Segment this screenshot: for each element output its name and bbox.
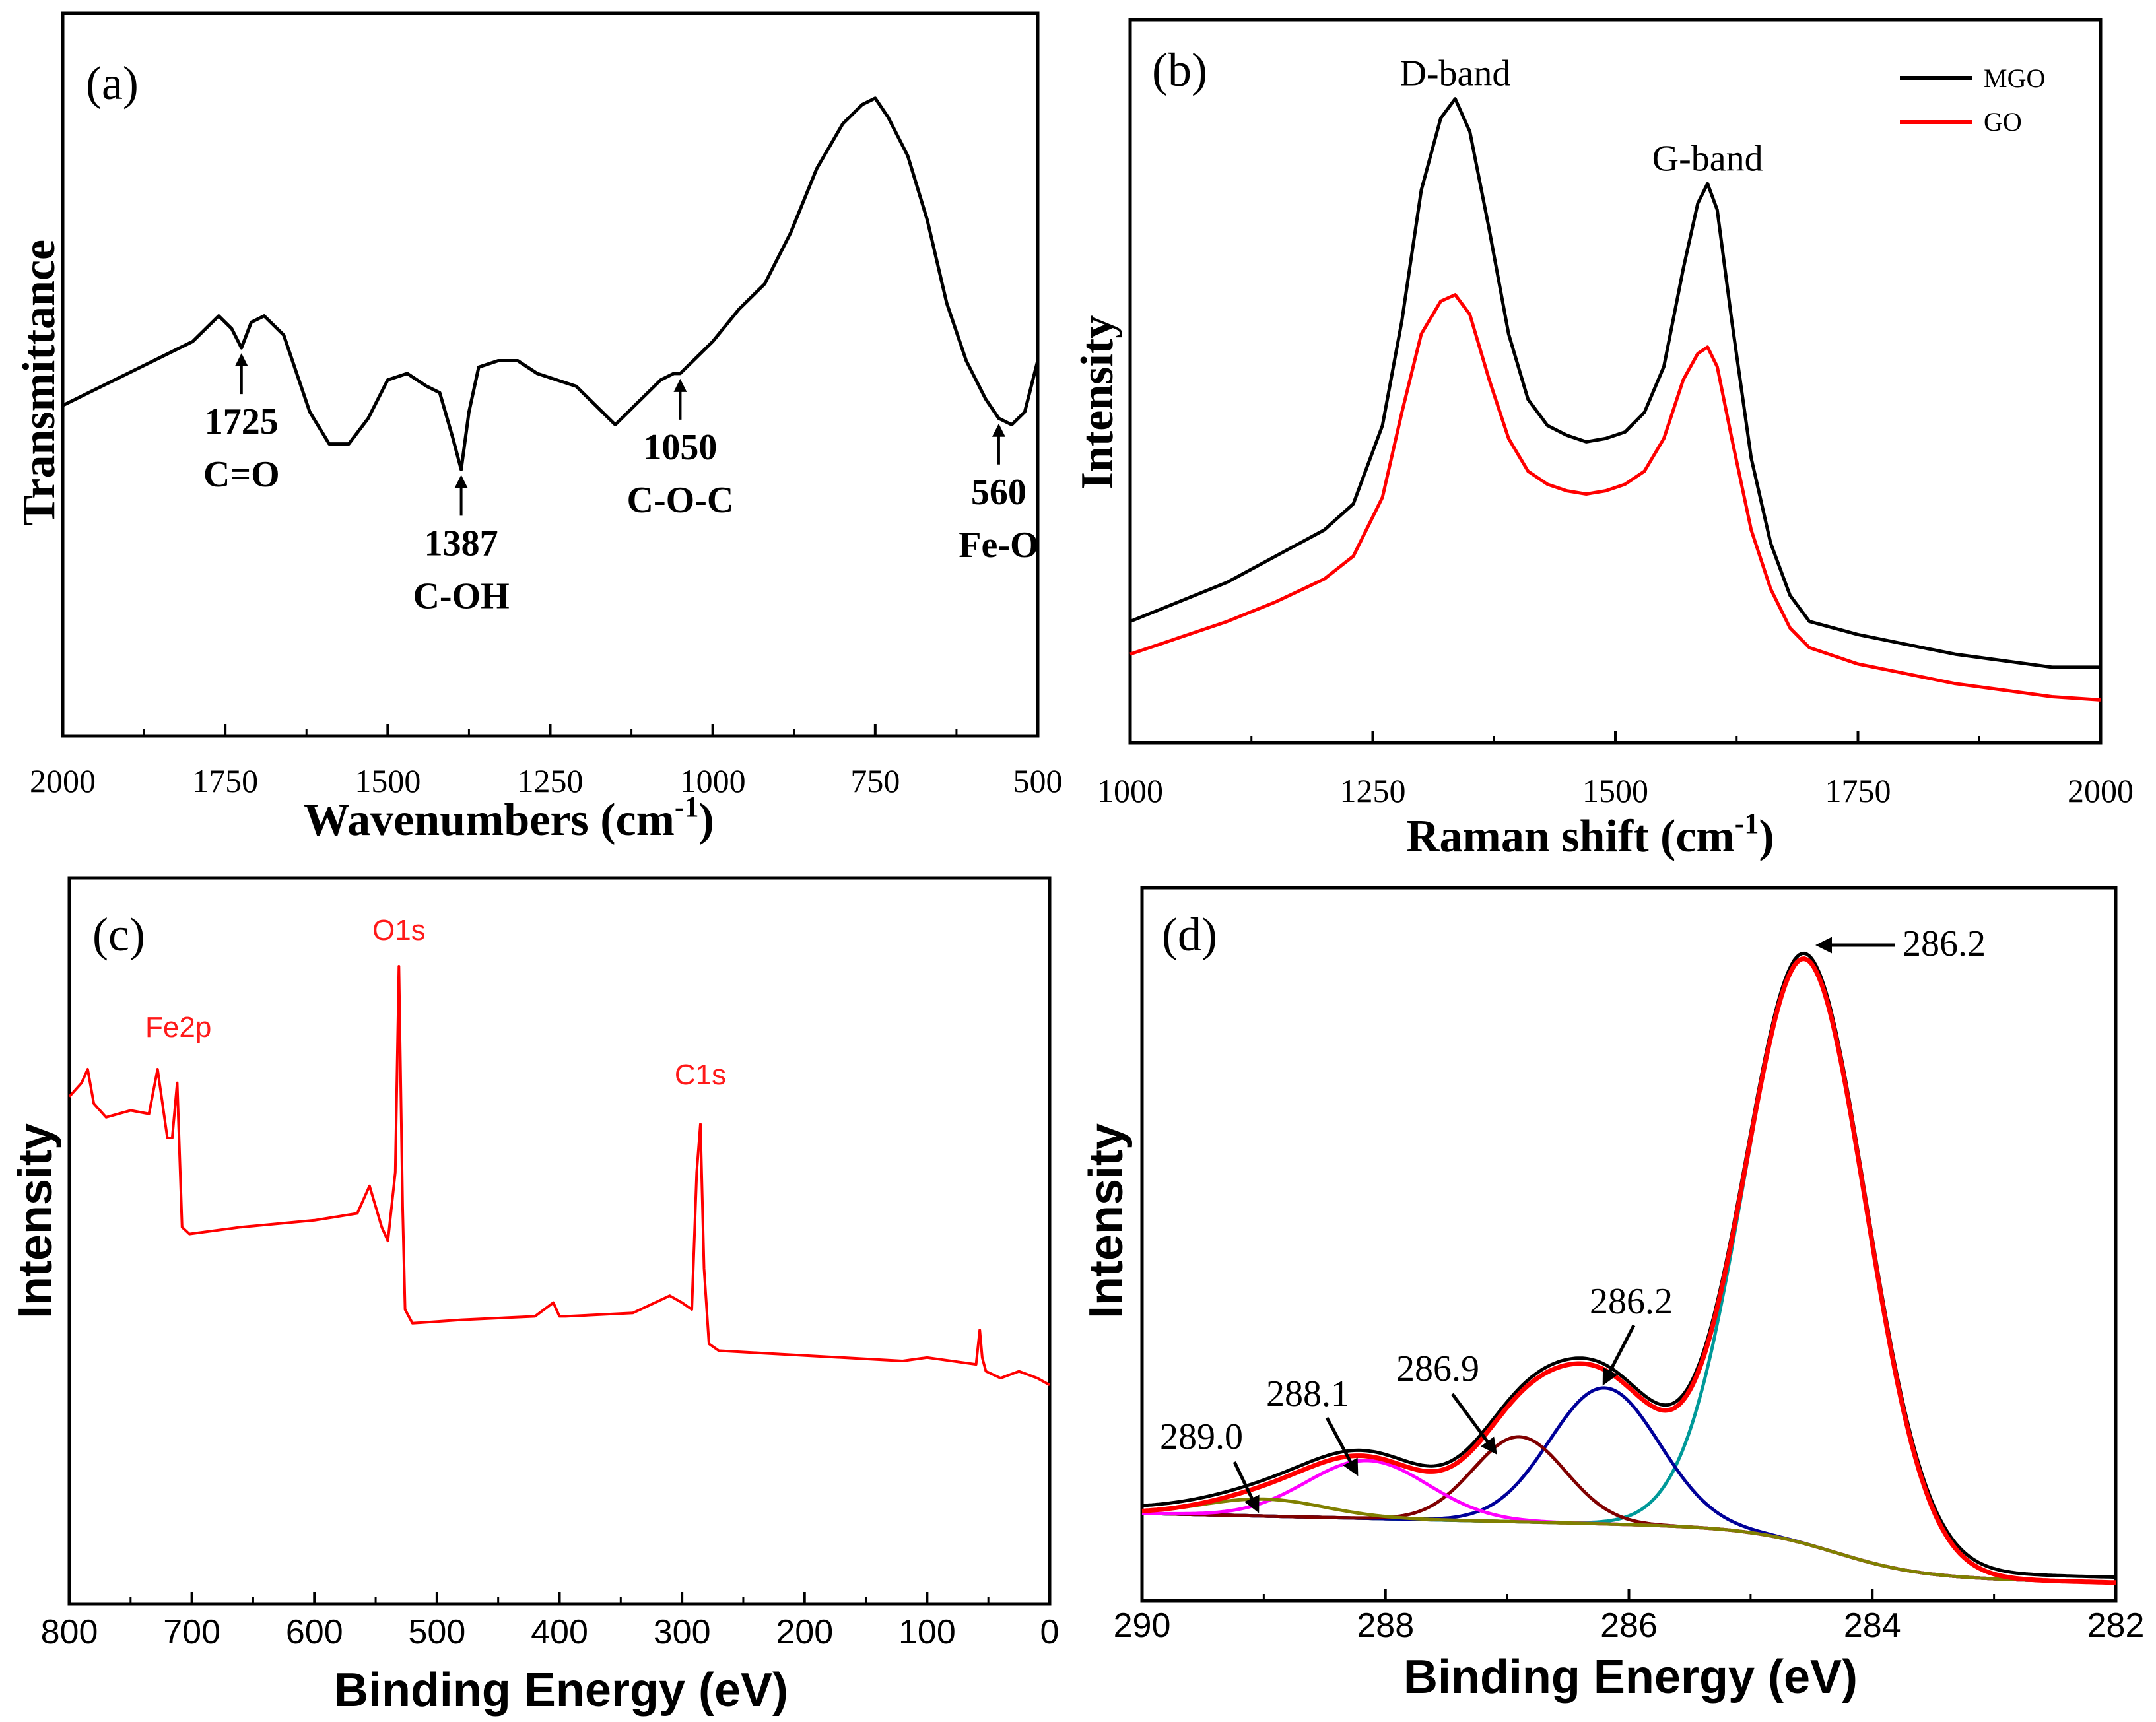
x-tick-label: 286: [1600, 1606, 1658, 1645]
panel-b-legend: MGO GO: [1900, 63, 2045, 137]
band-label-1: G-band: [1652, 138, 1763, 179]
x-tick-label: 100: [898, 1613, 956, 1651]
x-tick-label: 600: [286, 1613, 343, 1651]
series-peak-284-55: [1141, 957, 2116, 1585]
band-label-0: D-band: [1399, 53, 1510, 94]
series-xps-survey: [68, 965, 1050, 1387]
x-tick-label: 2000: [2068, 772, 2134, 809]
peak-label-1: 288.1: [1266, 1374, 1349, 1414]
x-tick-label: 1750: [192, 762, 258, 799]
x-tick-label: 1250: [518, 762, 584, 799]
panel-c-xps-survey: (c) 800 700 600 500 400 300 200 100 0 Fe2p O1s C1s…: [9, 876, 1060, 1717]
panel-a-ticks: 2000 1750 1500 1250 1000 750 500: [30, 724, 1063, 799]
peak-label-3: 286.2: [1590, 1281, 1673, 1322]
panel-a-ftir: (a) 2000 1750 1500 1250 1000 750 500 1725 C=O 13…: [14, 11, 1063, 845]
series-mgo: [1129, 97, 2101, 669]
panel-c-frame: [67, 876, 1052, 1606]
panel-a-x-axis-label: Wavenumbers (cm-1): [304, 791, 714, 845]
panel-d-y-axis-label: Intensity: [1080, 1123, 1133, 1319]
x-tick-label: 1500: [1582, 772, 1648, 809]
panel-d-label: (d): [1162, 908, 1217, 961]
panel-c-annotations: Fe2p O1s C1s: [145, 914, 726, 1091]
x-tick-label: 400: [531, 1613, 588, 1651]
panel-c-x-axis-label: Binding Energy (eV): [334, 1664, 788, 1717]
panel-b-raman: (b) 1000 1250 1500 1750 2000 D-band G-band MG…: [1072, 18, 2134, 862]
x-tick-label: 1750: [1825, 772, 1891, 809]
x-tick-label: 1250: [1340, 772, 1406, 809]
peak-label-0: 289.0: [1160, 1416, 1243, 1457]
series-measured: [1141, 951, 2116, 1579]
x-tick-label: 500: [408, 1613, 465, 1651]
series-peak-289: [1141, 1497, 2116, 1585]
x-tick-label: 500: [1013, 762, 1063, 799]
element-label-o1s: O1s: [372, 914, 426, 946]
x-tick-label: 2000: [30, 762, 96, 799]
panel-b-ticks: 1000 1250 1500 1750 2000: [1097, 731, 2134, 809]
panel-c-label: (c): [92, 908, 145, 961]
peak-arrow-2: [1450, 1393, 1497, 1455]
x-tick-label: 200: [776, 1613, 833, 1651]
peak-label-2: 286.9: [1396, 1348, 1479, 1389]
x-tick-label: 800: [41, 1613, 98, 1651]
x-tick-label: 288: [1357, 1606, 1414, 1645]
x-tick-label: 0: [1040, 1613, 1060, 1651]
series-peak-286-2: [1141, 1386, 2116, 1585]
legend-label-mgo: MGO: [1984, 63, 2045, 93]
peak-arrow-1: [1325, 1416, 1359, 1476]
series-envelope-fit: [1141, 956, 2116, 1585]
x-tick-label: 1500: [354, 762, 421, 799]
series-ftir: [61, 96, 1040, 471]
panel-a-y-axis-label: Transmittance: [14, 240, 65, 526]
panel-c-ticks: 800 700 600 500 400 300 200 100 0: [41, 1592, 1060, 1651]
x-tick-label: 282: [2087, 1606, 2145, 1645]
panel-c-series-layer: [68, 965, 1050, 1387]
annotation-label-560-0: 560: [971, 472, 1027, 513]
panel-d-x-axis-label: Binding Energy (eV): [1403, 1651, 1858, 1704]
annotation-label-1050-0: 1050: [643, 427, 717, 468]
element-label-c1s: C1s: [675, 1059, 726, 1091]
annotation-label-1050-1: C-O-C: [627, 480, 734, 521]
panel-b-y-axis-label: Intensity: [1072, 315, 1123, 490]
x-tick-label: 1000: [1097, 772, 1163, 809]
x-tick-label: 290: [1114, 1606, 1171, 1645]
legend-label-go: GO: [1984, 107, 2022, 137]
annotation-label-560-1: Fe-O: [959, 525, 1038, 566]
panel-a-label: (a): [86, 57, 139, 110]
x-tick-label: 700: [163, 1613, 220, 1651]
panel-a-annotations: 1725 C=O 1387 C-OH 1050 C-O-C 560 Fe-O: [203, 353, 1039, 616]
panel-b-x-axis-label: Raman shift (cm-1): [1406, 807, 1774, 862]
x-tick-label: 284: [1844, 1606, 1901, 1645]
panel-d-ticks: 290 288 286 284 282: [1114, 1589, 2145, 1645]
x-tick-label: 1000: [680, 762, 746, 799]
peak-arrow-0: [1232, 1461, 1260, 1513]
panel-a-series-layer: [61, 96, 1040, 471]
x-tick-label: 300: [654, 1613, 711, 1651]
peak-arrow-3: [1602, 1324, 1636, 1386]
panel-d-series-layer: [1141, 951, 2116, 1585]
panel-c-y-axis-label: Intensity: [9, 1123, 62, 1319]
panel-d-xps-c1s: (d) 290 288 286 284 282 289.0 288.1 286.9 286.2…: [1080, 886, 2145, 1704]
panel-d-annotations: 289.0 288.1 286.9 286.2 286.2: [1160, 923, 1986, 1513]
x-tick-label: 750: [850, 762, 900, 799]
panel-b-series-layer: [1129, 97, 2101, 702]
series-go: [1129, 293, 2101, 702]
panel-b-frame: [1128, 18, 2103, 745]
panel-b-label: (b): [1152, 44, 1207, 96]
annotation-label-1387-0: 1387: [424, 523, 498, 564]
peak-label-4: 286.2: [1903, 923, 1986, 964]
panel-b-annotations: D-band G-band: [1399, 53, 1763, 180]
annotation-label-1725-0: 1725: [205, 401, 279, 442]
element-label-fe2p: Fe2p: [145, 1011, 211, 1043]
annotation-label-1725-1: C=O: [203, 454, 280, 495]
annotation-label-1387-1: C-OH: [413, 576, 509, 616]
